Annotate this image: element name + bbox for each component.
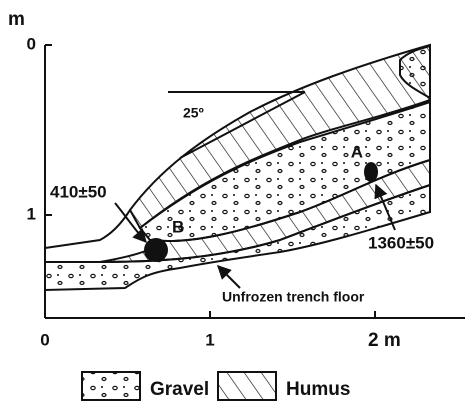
sample-b-marker — [144, 238, 168, 262]
legend-swatch — [81, 371, 141, 401]
angle-line — [179, 91, 306, 159]
x-tick-label: 0 — [40, 330, 49, 349]
y-tick-label: 0 — [27, 34, 36, 53]
x-tick-label: 1 — [205, 330, 214, 349]
sample-label: B — [172, 217, 184, 236]
layers — [44, 43, 431, 292]
legend-swatch — [217, 371, 277, 401]
arrow — [114, 202, 147, 244]
arrow — [217, 265, 241, 289]
slope-angle: 25º — [183, 105, 204, 121]
sample-date: 1360±50 — [368, 233, 434, 252]
y-tick-label: 1 — [27, 204, 36, 223]
sample-date: 410±50 — [50, 182, 107, 201]
legend-label: Humus — [286, 379, 350, 400]
arrow — [374, 183, 396, 231]
legend-label: Gravel — [150, 379, 209, 400]
sample-a-marker — [364, 162, 378, 182]
ground-surface — [44, 209, 131, 249]
x-tick-label: 2 m — [368, 330, 401, 351]
gravel-bottom — [44, 183, 431, 292]
sample-label: A — [351, 142, 363, 161]
y-unit: m — [8, 9, 25, 30]
gravel-top-right — [399, 44, 431, 100]
floor-label: Unfrozen trench floor — [222, 289, 365, 305]
